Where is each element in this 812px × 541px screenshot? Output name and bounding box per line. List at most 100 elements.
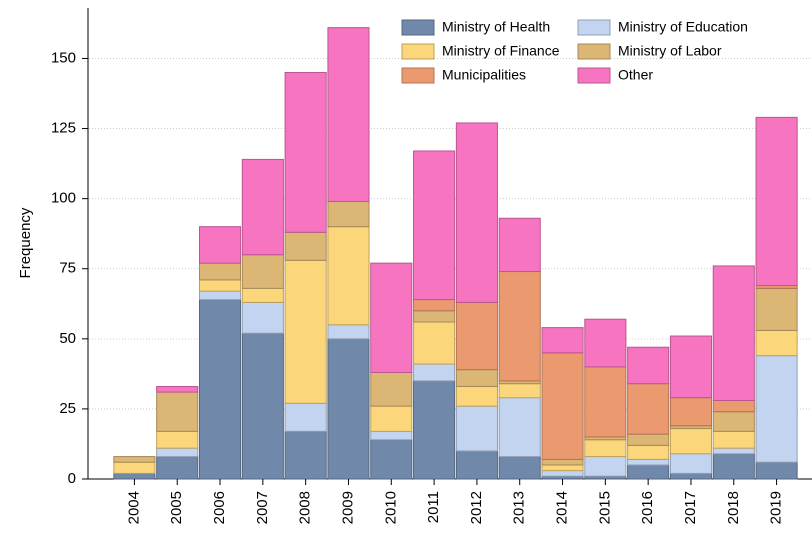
bar-segment: [284, 231, 327, 261]
y-axis-label: Frequency: [17, 207, 34, 278]
bar-segment: [584, 318, 627, 368]
bar-segment: [241, 332, 284, 480]
bar-segment: [498, 271, 541, 382]
bar-segment: [198, 226, 242, 264]
bar-segment: [370, 371, 413, 407]
x-tick-label: 2017: [682, 491, 699, 524]
legend-label: Municipalities: [442, 67, 526, 83]
y-tick-label: 150: [51, 49, 76, 66]
bar-segment: [712, 265, 755, 401]
bar-segment: [284, 402, 327, 432]
x-tick-label: 2010: [382, 491, 399, 524]
bar-segment: [455, 450, 498, 480]
bar-segment: [327, 200, 370, 228]
bar-segment: [413, 299, 456, 312]
y-tick-label: 25: [59, 400, 76, 417]
bar-segment: [413, 380, 456, 480]
bar-segment: [370, 405, 413, 432]
x-tick-label: 2006: [211, 491, 228, 524]
legend-swatch: [401, 43, 435, 60]
x-tick-label: 2019: [768, 491, 785, 524]
bar-segment: [541, 458, 584, 466]
bar-segment: [241, 158, 284, 256]
bar-segment: [113, 461, 156, 474]
legend-swatch: [401, 67, 435, 84]
bar-segment: [370, 262, 413, 373]
legend-swatch: [577, 43, 611, 60]
bar-segment: [156, 391, 199, 432]
x-tick-label: 2004: [125, 491, 142, 524]
x-tick-label: 2015: [596, 491, 613, 524]
y-tick-label: 125: [51, 120, 76, 137]
bar-segment: [755, 461, 798, 480]
bar-segment: [370, 430, 413, 441]
bar-segment: [541, 327, 584, 354]
legend-label: Ministry of Health: [442, 19, 550, 35]
legend-label: Ministry of Education: [618, 19, 748, 35]
bar-segment: [327, 324, 370, 340]
bar-segment: [669, 428, 713, 455]
bar-segment: [584, 366, 627, 438]
bar-segment: [284, 71, 327, 233]
bar-segment: [241, 254, 284, 289]
x-tick-label: 2009: [339, 491, 356, 524]
bar-segment: [627, 346, 670, 385]
bar-segment: [198, 279, 242, 292]
legend-label: Ministry of Labor: [618, 43, 722, 59]
y-tick-label: 100: [51, 190, 76, 207]
bar-segment: [712, 430, 755, 449]
bar-segment: [669, 335, 713, 399]
bar-segment: [327, 338, 370, 480]
bar-segment: [113, 456, 156, 463]
legend-swatch: [577, 67, 611, 84]
bar-segment: [584, 439, 627, 458]
x-tick-label: 2011: [425, 491, 442, 523]
bar-segment: [455, 385, 498, 407]
bar-segment: [455, 301, 498, 371]
bar-segment: [755, 116, 798, 287]
legend-swatch: [577, 19, 611, 36]
bar-segment: [413, 150, 456, 301]
x-tick-label: 2018: [725, 491, 742, 524]
bar-segment: [156, 385, 199, 393]
bar-segment: [627, 383, 670, 435]
bar-segment: [113, 472, 156, 480]
bar-segment: [241, 301, 284, 334]
bar-segment: [498, 397, 541, 458]
x-tick-label: 2008: [297, 491, 314, 524]
bar-segment: [669, 453, 713, 474]
bar-segment: [627, 458, 670, 466]
bar-segment: [712, 400, 755, 413]
bar-segment: [284, 259, 327, 404]
bar-segment: [541, 470, 584, 477]
bar-segment: [413, 310, 456, 323]
x-tick-label: 2005: [168, 491, 185, 524]
bar-segment: [627, 433, 670, 446]
bar-segment: [755, 355, 798, 463]
legend-swatch: [401, 19, 435, 36]
legend-label: Ministry of Finance: [442, 43, 560, 59]
x-tick-label: 2012: [468, 491, 485, 524]
bar-segment: [712, 453, 755, 480]
bar-segment: [712, 447, 755, 455]
bar-segment: [198, 290, 242, 301]
bar-segment: [669, 472, 713, 480]
x-tick-label: 2007: [254, 491, 271, 524]
x-tick-label: 2016: [639, 491, 656, 524]
bar-segment: [455, 122, 498, 303]
bar-segment: [327, 27, 370, 202]
bar-segment: [541, 464, 584, 472]
bar-segment: [755, 287, 798, 331]
bar-segment: [284, 430, 327, 480]
bar-segment: [669, 397, 713, 427]
bar-segment: [198, 262, 242, 281]
bar-segment: [498, 217, 541, 273]
y-tick-label: 75: [59, 260, 76, 277]
bar-segment: [455, 369, 498, 387]
bar-segment: [755, 329, 798, 357]
bar-segment: [198, 299, 242, 480]
bar-segment: [413, 321, 456, 365]
bar-segment: [327, 226, 370, 326]
bar-segment: [627, 464, 670, 480]
